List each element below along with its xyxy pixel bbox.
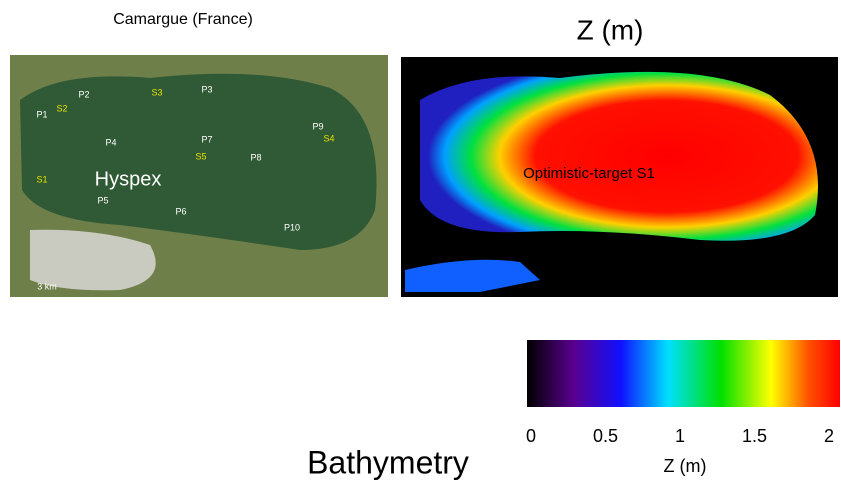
colorbar-tick-label: 0 (526, 426, 536, 446)
figure: Camargue (France) Z (m) Optimistic-targe… (0, 0, 841, 485)
point-label: S4 (323, 133, 334, 143)
colorbar-tick-label: 2 (824, 426, 834, 446)
point-label: S5 (195, 151, 206, 161)
point-label: P5 (97, 195, 108, 205)
sensor-label: Hyspex (95, 168, 162, 190)
colorbar-tick-label: 1.5 (742, 426, 767, 446)
point-label: P1 (36, 109, 47, 119)
point-label: P7 (201, 134, 212, 144)
point-label: P9 (312, 121, 323, 131)
colorbar-label: Z (m) (664, 456, 707, 476)
point-label: S3 (151, 87, 162, 97)
point-label: S1 (36, 174, 47, 184)
point-label: P2 (78, 89, 89, 99)
point-label: P8 (250, 152, 261, 162)
point-label: P10 (284, 222, 300, 232)
point-label: S2 (56, 103, 67, 113)
point-label: P6 (175, 206, 186, 216)
colorbar (527, 340, 840, 407)
right-title: Z (m) (577, 14, 644, 45)
left-title: Camargue (France) (113, 11, 253, 28)
scale-label: 3 km (37, 281, 57, 291)
caption: Bathymetry (307, 444, 469, 480)
annotation: Optimistic-target S1 (523, 165, 655, 182)
colorbar-tick-label: 1 (675, 426, 685, 446)
colorbar-tick-label: 0.5 (593, 426, 618, 446)
depth-field (420, 72, 818, 241)
point-label: P3 (201, 84, 212, 94)
point-label: P4 (105, 137, 116, 147)
